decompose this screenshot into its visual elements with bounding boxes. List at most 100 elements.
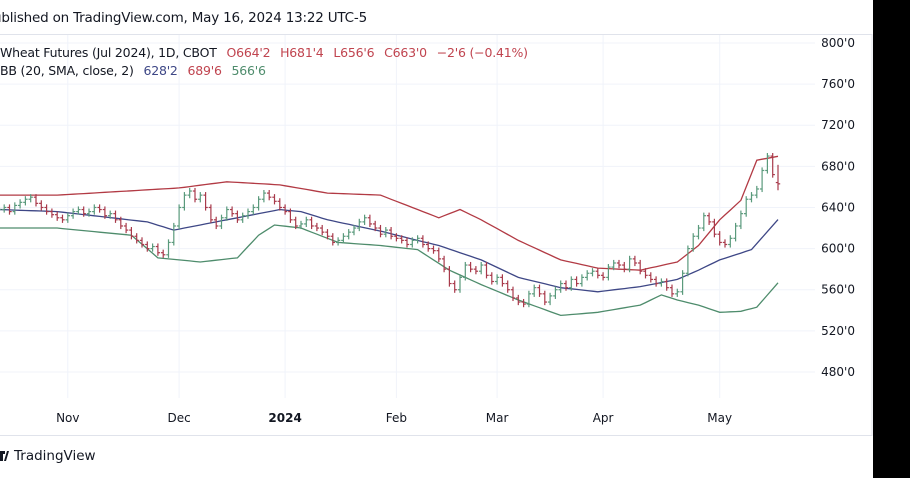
ohlc-bar (44, 204, 49, 215)
ohlc-bar (267, 190, 272, 201)
ohlc-bar (335, 237, 341, 246)
ohlc-bar (606, 264, 611, 281)
ohlc-bar (320, 224, 325, 236)
ohlc-bar (415, 235, 420, 244)
ohlc-bar (399, 235, 404, 244)
price-chart[interactable]: 800'0 760'0 720'0 680'0 640'0 600'0 560'0 520'0… (0, 0, 873, 478)
ohlc-bar (192, 187, 198, 203)
ohlc-bar (12, 202, 17, 215)
ohlc-bar (325, 229, 330, 240)
symbol-legend: Wheat Futures (Jul 2024), 1D, CBOT O664'… (0, 45, 534, 60)
grid (0, 35, 815, 398)
ohlc-bar (113, 210, 118, 223)
ohlc-bar (224, 206, 229, 221)
ohlc-bar (108, 210, 113, 219)
ohlc-bar (669, 284, 675, 297)
ohlc-bar (304, 216, 309, 228)
ohlc-bar (282, 204, 288, 215)
bb-lower-line (0, 224, 779, 317)
ohlc-bar (585, 270, 590, 281)
ohlc-bar (616, 259, 622, 269)
ohlc-bar (208, 204, 214, 223)
ohlc-bar (510, 286, 516, 302)
ohlc-bar (298, 220, 304, 230)
ohlc-bar (86, 208, 92, 217)
ohlc-bar (738, 210, 744, 230)
ohlc-bar (420, 235, 426, 248)
ohlc-bar (256, 196, 261, 211)
ohlc-bar (139, 237, 145, 248)
ohlc-bar (484, 261, 489, 279)
symbol-name[interactable]: Wheat Futures (Jul 2024), 1D, CBOT (0, 45, 217, 60)
ohlc-bar (288, 208, 293, 223)
change-value: −2'6 (−0.41%) (436, 45, 528, 60)
ohlc-bar (659, 278, 664, 287)
ohlc-bar (712, 218, 717, 238)
ohlc-bar (701, 212, 706, 232)
ohlc-bar (500, 274, 505, 287)
high-value: H681'4 (280, 45, 324, 60)
ohlc-bar (505, 280, 510, 293)
ohlc-bar (733, 222, 738, 242)
time-tick-label: 2024 (268, 411, 301, 425)
ohlc-bar (632, 255, 638, 267)
time-tick-label: Dec (167, 411, 190, 425)
price-tick-label: 800'0 (821, 36, 855, 50)
ohlc-bar (717, 231, 722, 246)
ohlc-bar (0, 208, 2, 211)
ohlc-bar (516, 294, 521, 306)
price-tick-label: 720'0 (821, 118, 855, 132)
ohlc-bar (638, 259, 643, 275)
ohlc-bars (0, 152, 781, 308)
ohlc-bar (129, 227, 134, 240)
ohlc-bar (547, 292, 553, 306)
footer-brand[interactable]: TradingView (14, 448, 96, 464)
ohlc-bar (123, 222, 129, 234)
ohlc-bar (81, 206, 86, 217)
ohlc-bar (235, 210, 240, 223)
ohlc-bar (627, 255, 632, 273)
bb-upper-value: 689'6 (187, 63, 222, 78)
ohlc-bar (187, 187, 192, 199)
bb-upper-line (0, 155, 779, 271)
ohlc-bar (330, 233, 335, 246)
ohlc-bar (351, 224, 357, 236)
ohlc-bar (537, 284, 542, 297)
ohlc-bar (240, 212, 245, 223)
ohlc-bar (696, 224, 701, 240)
ohlc-bar (346, 229, 351, 240)
bb-basis-value: 628'2 (143, 63, 178, 78)
price-tick-label: 640'0 (821, 200, 855, 214)
ohlc-bar (563, 280, 569, 291)
ohlc-bar (357, 218, 362, 232)
ohlc-bar (404, 237, 410, 248)
ohlc-bar (653, 276, 659, 287)
ohlc-bar (728, 235, 733, 248)
time-tick-label: May (707, 411, 732, 425)
ohlc-bar (473, 266, 479, 275)
ohlc-bar (33, 194, 39, 207)
footer: TradingView (0, 448, 96, 464)
bb-label[interactable]: BB (20, SMA, close, 2) (0, 63, 134, 78)
ohlc-bar (166, 239, 171, 258)
ohlc-bar (553, 286, 558, 299)
ohlc-bar (759, 167, 765, 193)
ohlc-bar (23, 196, 28, 206)
ohlc-bar (744, 196, 749, 217)
ohlc-bar (49, 208, 55, 218)
ohlc-bar (245, 208, 251, 219)
ohlc-bar (675, 288, 680, 297)
ohlc-bar (595, 268, 600, 279)
ohlc-bar (314, 222, 320, 232)
time-tick-label: Nov (56, 411, 79, 425)
ohlc-bar (532, 284, 537, 297)
bollinger-bands (0, 155, 779, 317)
ohlc-bar (579, 274, 585, 287)
ohlc-bar (55, 211, 60, 221)
ohlc-bar (574, 276, 579, 287)
ohlc-bar (680, 270, 685, 295)
ohlc-bar (214, 216, 219, 230)
ohlc-bar (60, 214, 65, 223)
ohlc-bar (70, 208, 76, 219)
ohlc-bar (494, 274, 500, 285)
